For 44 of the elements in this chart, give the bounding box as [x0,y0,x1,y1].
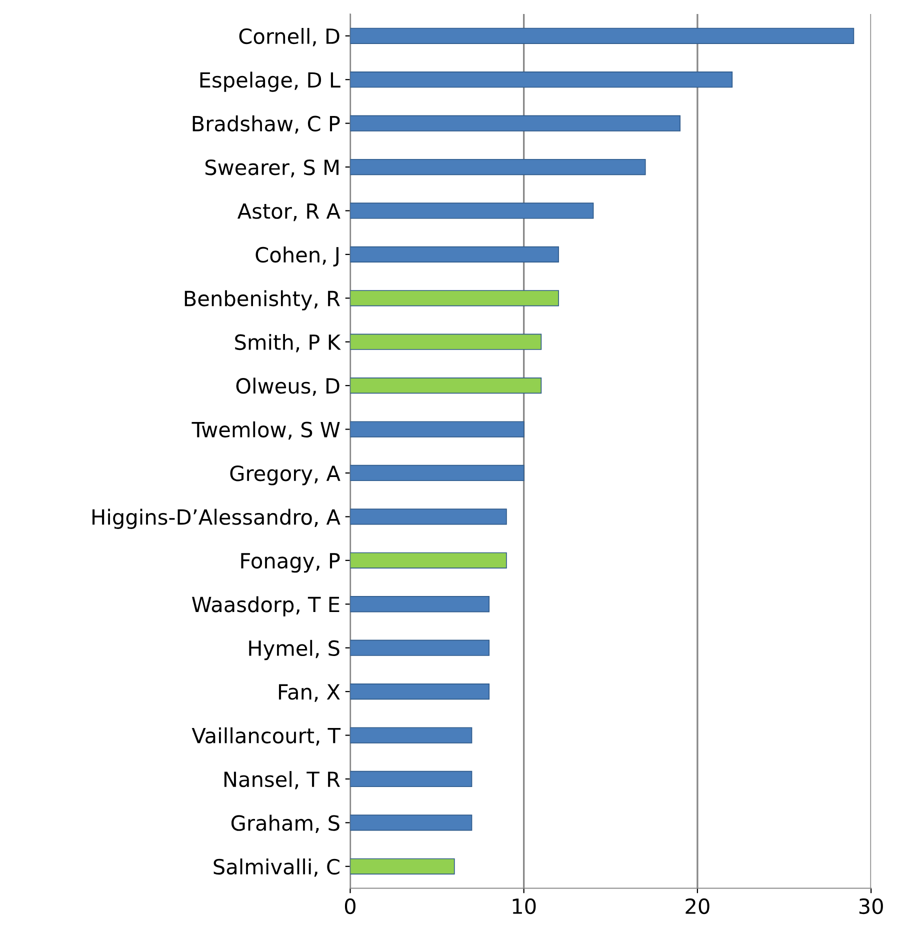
y-tick-label: Cornell, D [239,28,340,46]
bar [350,290,559,306]
bar [350,202,594,219]
bar [350,334,542,350]
y-tick-label: Twemlow, S W [192,421,340,440]
y-tick-label: Nansel, T R [224,771,340,790]
bar [350,727,472,744]
x-tick-label: 10 [512,898,536,914]
bar [350,770,472,788]
bar [350,115,681,132]
y-tick-label: Gregory, A [230,465,340,486]
bar [350,683,490,700]
y-tick-label: Astor, R A [237,203,340,222]
bar [350,508,507,525]
bar [350,858,455,874]
y-tick-label: Salmivalli, C [214,858,340,877]
bar [350,814,472,831]
y-tick-label: Fan, X [278,684,340,702]
y-tick-label: Smith, P K [235,334,341,352]
y-tick-label: Vaillancourt, T [192,727,341,746]
y-tick-label: Espelage, D L [200,72,340,92]
y-tick-label: Hymel, S [249,640,340,660]
x-tick-label: 30 [859,898,883,914]
bar [350,421,524,438]
bar [350,640,490,656]
y-tick-label: Olweus, D [236,378,340,396]
y-tick-label: Graham, S [231,814,340,834]
y-tick-label: Benbenishty, R [184,290,340,310]
y-tick-label: Fonagy, P [241,553,340,573]
bar [350,158,646,176]
bar [350,378,542,394]
bar [350,72,733,88]
y-tick-label: Bradshaw, C P [192,115,340,134]
y-tick-label: Swearer, S M [205,159,338,178]
y-tick-label: Cohen, J [256,246,338,267]
x-tick-label: 0 [344,898,356,914]
bar [350,552,507,568]
bar [350,596,490,612]
bar [350,28,854,44]
y-tick-label: Higgins-D’Alessandro, A [92,508,340,529]
y-tick-label: Waasdorp, T E [192,596,340,616]
x-tick-label: 20 [686,898,710,914]
bar [350,246,559,263]
bar [350,464,524,482]
